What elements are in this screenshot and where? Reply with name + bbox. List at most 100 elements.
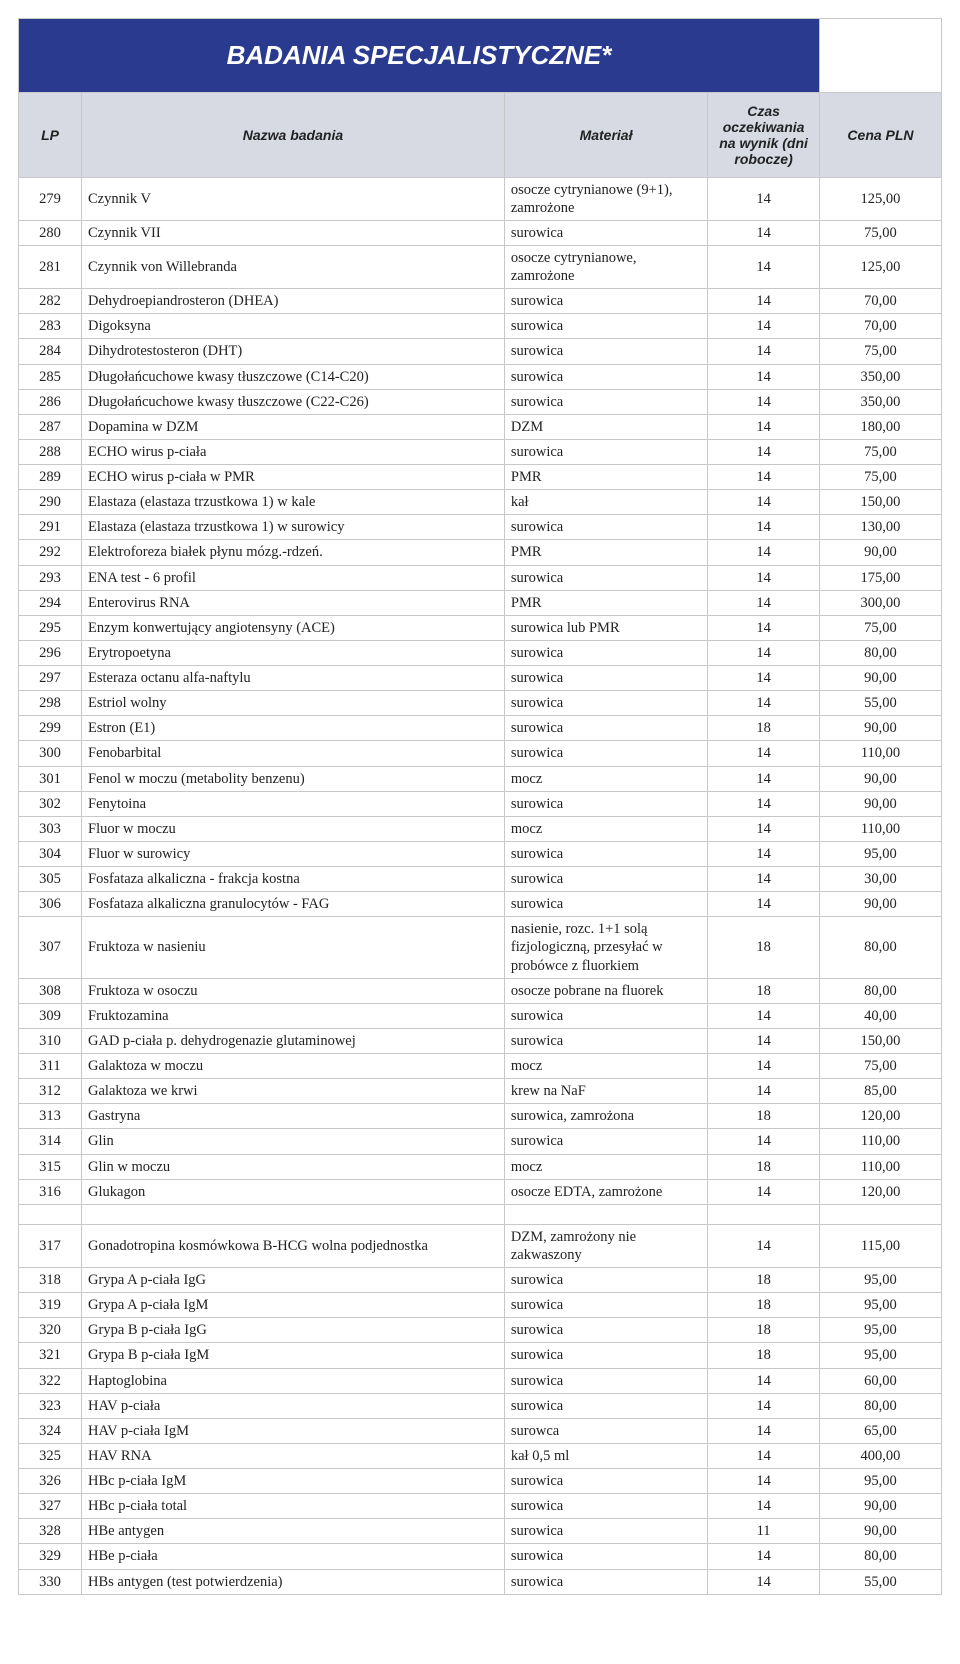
cell-lp: 310: [19, 1028, 82, 1053]
table-row: 302Fenytoinasurowica1490,00: [19, 791, 942, 816]
cell-price: 95,00: [819, 1343, 941, 1368]
cell-name: Erytropoetyna: [82, 640, 505, 665]
cell-days: 14: [708, 1544, 820, 1569]
cell-lp: 308: [19, 978, 82, 1003]
cell-material: kał 0,5 ml: [504, 1443, 707, 1468]
table-row: 281Czynnik von Willebrandaosocze cytryni…: [19, 245, 942, 288]
cell-days: 14: [708, 867, 820, 892]
cell-material: surowica: [504, 364, 707, 389]
cell-lp: 293: [19, 565, 82, 590]
cell-days: 18: [708, 1154, 820, 1179]
empty-cell: [708, 1204, 820, 1224]
cell-price: 80,00: [819, 978, 941, 1003]
cell-days: 14: [708, 1443, 820, 1468]
cell-material: mocz: [504, 1054, 707, 1079]
cell-days: 18: [708, 1293, 820, 1318]
cell-lp: 284: [19, 339, 82, 364]
cell-material: surowica: [504, 1569, 707, 1594]
cell-lp: 316: [19, 1179, 82, 1204]
cell-material: mocz: [504, 766, 707, 791]
cell-name: Grypa A p-ciała IgG: [82, 1268, 505, 1293]
cell-name: Czynnik V: [82, 177, 505, 220]
cell-name: Gastryna: [82, 1104, 505, 1129]
cell-price: 120,00: [819, 1179, 941, 1204]
cell-lp: 281: [19, 245, 82, 288]
table-row: 300Fenobarbitalsurowica14110,00: [19, 741, 942, 766]
table-row: 292Elektroforeza białek płynu mózg.-rdze…: [19, 540, 942, 565]
table-row: 321Grypa B p-ciała IgMsurowica1895,00: [19, 1343, 942, 1368]
table-row: 279Czynnik Vosocze cytrynianowe (9+1), z…: [19, 177, 942, 220]
cell-days: 14: [708, 245, 820, 288]
cell-material: surowica: [504, 1028, 707, 1053]
cell-material: surowica: [504, 314, 707, 339]
cell-price: 125,00: [819, 245, 941, 288]
cell-name: Grypa A p-ciała IgM: [82, 1293, 505, 1318]
title-side-cell: [819, 19, 941, 93]
cell-lp: 286: [19, 389, 82, 414]
cell-price: 110,00: [819, 816, 941, 841]
table-row: 284Dihydrotestosteron (DHT)surowica1475,…: [19, 339, 942, 364]
col-header-name: Nazwa badania: [82, 92, 505, 177]
cell-days: 14: [708, 1469, 820, 1494]
table-row: 288ECHO wirus p-ciałasurowica1475,00: [19, 439, 942, 464]
cell-days: 14: [708, 766, 820, 791]
cell-lp: 328: [19, 1519, 82, 1544]
cell-material: DZM, zamrożony nie zakwaszony: [504, 1224, 707, 1267]
cell-price: 90,00: [819, 1494, 941, 1519]
empty-cell: [504, 1204, 707, 1224]
cell-material: surowica: [504, 716, 707, 741]
cell-lp: 285: [19, 364, 82, 389]
cell-days: 14: [708, 816, 820, 841]
table-title: BADANIA SPECJALISTYCZNE*: [19, 19, 820, 93]
cell-name: Estriol wolny: [82, 691, 505, 716]
cell-price: 75,00: [819, 439, 941, 464]
cell-material: surowica: [504, 1393, 707, 1418]
cell-days: 14: [708, 1569, 820, 1594]
cell-lp: 329: [19, 1544, 82, 1569]
cell-material: surowica: [504, 1544, 707, 1569]
table-row: 328HBe antygensurowica1190,00: [19, 1519, 942, 1544]
cell-material: surowica: [504, 1129, 707, 1154]
table-row: 325HAV RNAkał 0,5 ml14400,00: [19, 1443, 942, 1468]
cell-price: 90,00: [819, 716, 941, 741]
cell-lp: 318: [19, 1268, 82, 1293]
cell-price: 55,00: [819, 691, 941, 716]
cell-price: 85,00: [819, 1079, 941, 1104]
cell-price: 80,00: [819, 1393, 941, 1418]
cell-days: 18: [708, 978, 820, 1003]
table-row: 307Fruktoza w nasieniunasienie, rozc. 1+…: [19, 917, 942, 978]
table-row: 317Gonadotropina kosmówkowa B-HCG wolna …: [19, 1224, 942, 1267]
cell-price: 75,00: [819, 615, 941, 640]
cell-days: 14: [708, 314, 820, 339]
cell-name: Enterovirus RNA: [82, 590, 505, 615]
cell-material: mocz: [504, 1154, 707, 1179]
cell-days: 14: [708, 691, 820, 716]
cell-name: Glukagon: [82, 1179, 505, 1204]
cell-name: Fenytoina: [82, 791, 505, 816]
cell-material: surowica: [504, 791, 707, 816]
cell-lp: 302: [19, 791, 82, 816]
cell-days: 14: [708, 1224, 820, 1267]
cell-days: 18: [708, 1318, 820, 1343]
cell-lp: 319: [19, 1293, 82, 1318]
cell-material: surowica: [504, 841, 707, 866]
table-row: 283Digoksynasurowica1470,00: [19, 314, 942, 339]
table-row: 330HBs antygen (test potwierdzenia)surow…: [19, 1569, 942, 1594]
cell-material: PMR: [504, 590, 707, 615]
cell-price: 150,00: [819, 1028, 941, 1053]
cell-lp: 291: [19, 515, 82, 540]
cell-days: 18: [708, 917, 820, 978]
cell-name: HBe antygen: [82, 1519, 505, 1544]
cell-material: osocze cytrynianowe (9+1), zamrożone: [504, 177, 707, 220]
cell-price: 95,00: [819, 1268, 941, 1293]
cell-material: PMR: [504, 465, 707, 490]
table-row: 311Galaktoza w moczumocz1475,00: [19, 1054, 942, 1079]
cell-name: ECHO wirus p-ciała: [82, 439, 505, 464]
cell-days: 14: [708, 177, 820, 220]
cell-name: Elastaza (elastaza trzustkowa 1) w surow…: [82, 515, 505, 540]
cell-price: 400,00: [819, 1443, 941, 1468]
cell-lp: 288: [19, 439, 82, 464]
cell-lp: 306: [19, 892, 82, 917]
cell-days: 14: [708, 515, 820, 540]
cell-price: 95,00: [819, 841, 941, 866]
